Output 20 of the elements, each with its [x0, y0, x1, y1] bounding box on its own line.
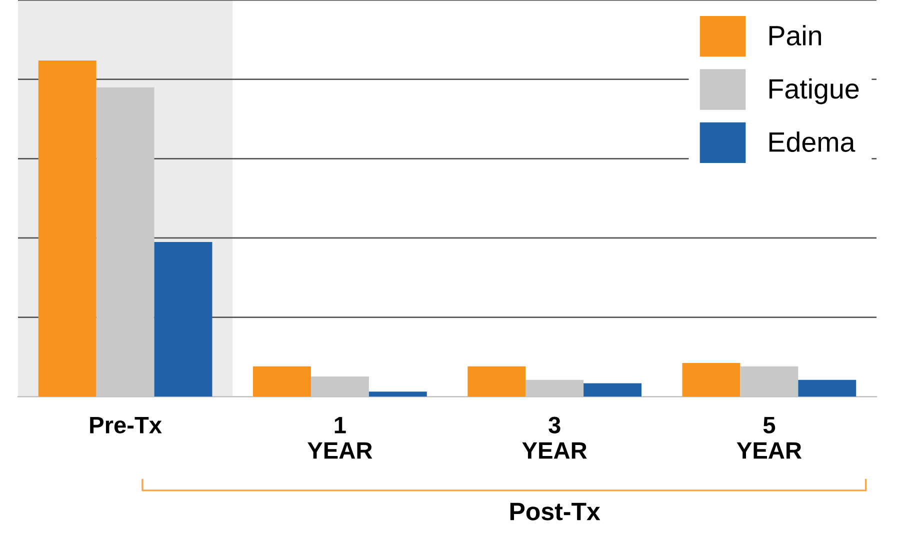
bar	[584, 383, 642, 397]
bar	[526, 380, 584, 397]
legend-label: Fatigue	[769, 78, 859, 104]
bar	[38, 60, 96, 397]
x-tick-label: 1 YEAR	[308, 416, 372, 459]
x-tick-label: 5 YEAR	[736, 416, 802, 459]
bar	[154, 242, 212, 397]
legend-label: Pain	[769, 25, 822, 46]
bar	[798, 380, 856, 397]
bar	[96, 87, 154, 397]
legend-label: Edema	[769, 132, 856, 152]
text: Post-Tx	[510, 502, 600, 520]
x-tick-label: Pre-Tx	[90, 416, 162, 434]
bar	[682, 363, 740, 397]
x-tick-label: 3 YEAR	[522, 416, 587, 459]
bar	[310, 376, 369, 397]
bar	[468, 366, 526, 397]
bar	[740, 366, 798, 397]
bar	[253, 366, 311, 397]
bar	[368, 392, 427, 397]
